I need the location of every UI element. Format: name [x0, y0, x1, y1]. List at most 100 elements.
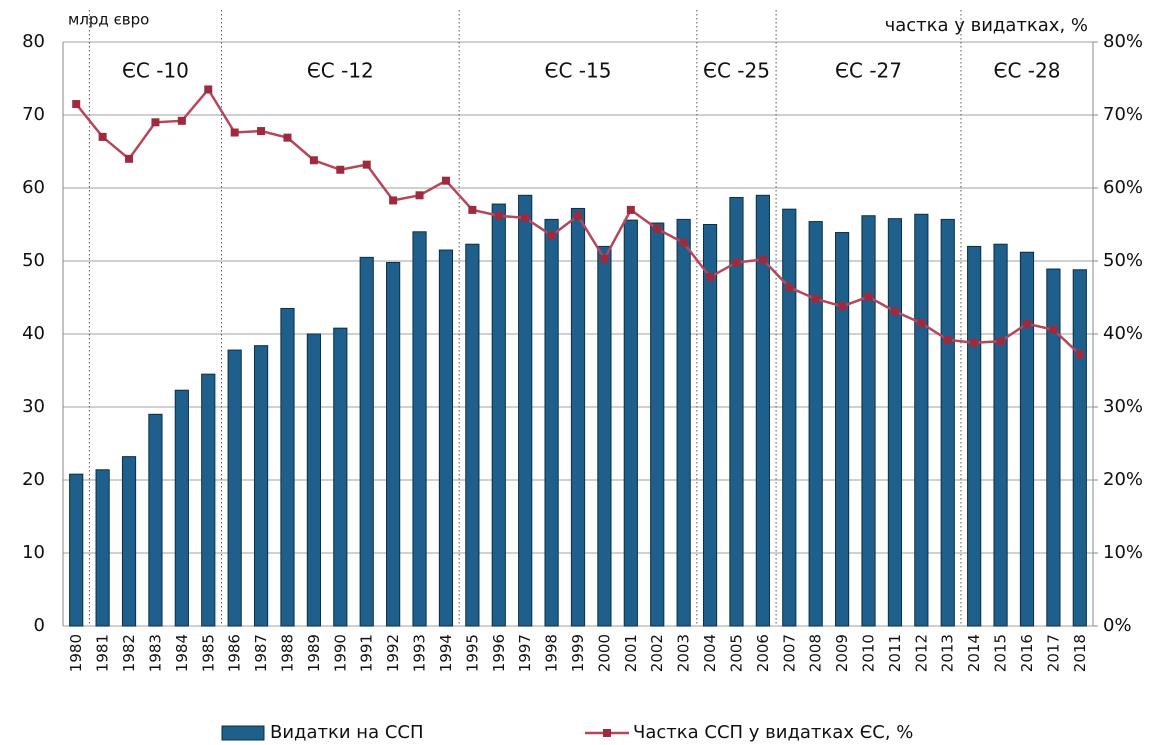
bar: [306, 333, 321, 627]
x-tick-label: 1999: [569, 634, 587, 672]
bar: [227, 349, 242, 627]
line-marker: [283, 133, 292, 142]
legend-marker: [603, 729, 611, 737]
bar: [782, 208, 797, 627]
y-tick-label: 20: [22, 469, 45, 490]
bar: [650, 222, 665, 627]
x-tick-label: 2001: [622, 634, 640, 672]
line-marker: [653, 224, 662, 233]
era-label: ЄС -28: [993, 59, 1060, 83]
bar: [861, 215, 876, 627]
x-tick-label: 1983: [146, 634, 164, 672]
x-tick-label: 2007: [780, 634, 798, 672]
bar: [280, 307, 295, 627]
y2-tick-label: 50%: [1103, 250, 1143, 271]
bar: [570, 207, 586, 627]
bar: [201, 373, 216, 627]
y2-tick-label: 40%: [1103, 323, 1143, 344]
bar: [835, 232, 850, 627]
x-tick-label: 1996: [490, 634, 508, 672]
x-tick-label: 1997: [516, 634, 534, 672]
line-marker: [547, 231, 556, 240]
x-tick-label: 2018: [1071, 634, 1089, 672]
bar: [148, 413, 163, 627]
bar: [914, 213, 929, 627]
line-marker: [626, 205, 635, 214]
bar: [597, 245, 612, 627]
bar: [729, 196, 744, 627]
x-tick-label: 1986: [226, 634, 244, 672]
era-label: ЄС -25: [703, 59, 770, 83]
line-marker: [811, 294, 820, 303]
bar: [95, 469, 110, 627]
x-tick-label: 2011: [886, 634, 904, 672]
bar: [940, 218, 955, 627]
bar: [993, 243, 1008, 627]
line-marker: [917, 319, 926, 328]
line-marker: [336, 165, 345, 174]
x-tick-label: 2009: [833, 634, 851, 672]
x-tick-label: 2008: [807, 634, 825, 672]
line-marker: [970, 338, 979, 347]
x-tick-label: 2002: [648, 634, 666, 672]
x-tick-label: 1981: [94, 634, 112, 672]
x-tick-label: 2005: [727, 634, 745, 672]
bar: [386, 261, 401, 627]
x-tick-label: 2003: [675, 634, 693, 672]
y-tick-label: 80: [22, 31, 45, 52]
line-marker: [996, 337, 1005, 346]
bar: [755, 194, 770, 627]
x-tick-label: 2000: [595, 634, 613, 672]
line-marker: [151, 118, 160, 127]
legend-swatch: [221, 725, 265, 741]
bar: [121, 456, 137, 627]
line-marker: [732, 258, 741, 267]
x-tick-label: 1998: [543, 634, 561, 672]
x-tick-label: 2017: [1044, 634, 1062, 672]
x-tick-label: 1987: [252, 634, 270, 672]
x-tick-label: 1993: [411, 634, 429, 672]
legend-label: Частка ССП у видатках ЄС, %: [633, 722, 913, 743]
x-tick-label: 1995: [463, 634, 481, 672]
bar: [491, 203, 506, 627]
line-marker: [890, 307, 899, 316]
x-tick-label: 1990: [331, 634, 349, 672]
x-tick-label: 1992: [384, 634, 402, 672]
x-tick-label: 2012: [912, 634, 930, 672]
bar: [1019, 251, 1035, 627]
line-marker: [1075, 350, 1084, 359]
x-tick-label: 2006: [754, 634, 772, 672]
bar: [702, 224, 718, 627]
line-marker: [785, 283, 794, 292]
x-tick-label: 1980: [67, 634, 85, 672]
line-marker: [125, 154, 134, 163]
line-marker: [600, 254, 609, 263]
line-marker: [494, 211, 503, 220]
bar: [1046, 268, 1061, 627]
x-tick-label: 1982: [120, 634, 138, 672]
line-marker: [98, 132, 107, 141]
line-marker: [943, 335, 952, 344]
line-marker: [415, 191, 424, 200]
bar: [412, 231, 427, 627]
era-label: ЄС -27: [835, 59, 902, 83]
y-tick-label: 30: [22, 396, 45, 417]
bar: [174, 389, 189, 627]
bar: [808, 221, 823, 627]
x-tick-label: 1984: [173, 634, 191, 672]
line-marker: [864, 292, 873, 301]
x-tick-label: 1994: [437, 634, 455, 672]
x-tick-label: 1989: [305, 634, 323, 672]
line-marker: [309, 156, 318, 165]
line-marker: [1049, 325, 1058, 334]
bar: [623, 219, 638, 627]
left-axis-label: млрд євро: [68, 11, 149, 29]
y2-tick-label: 0%: [1103, 615, 1132, 636]
era-label: ЄС -10: [122, 59, 189, 83]
x-tick-label: 2016: [1018, 634, 1036, 672]
bar: [69, 473, 84, 627]
y2-tick-label: 20%: [1103, 469, 1143, 490]
era-label: ЄС -12: [307, 59, 374, 83]
line-marker: [1022, 319, 1031, 328]
